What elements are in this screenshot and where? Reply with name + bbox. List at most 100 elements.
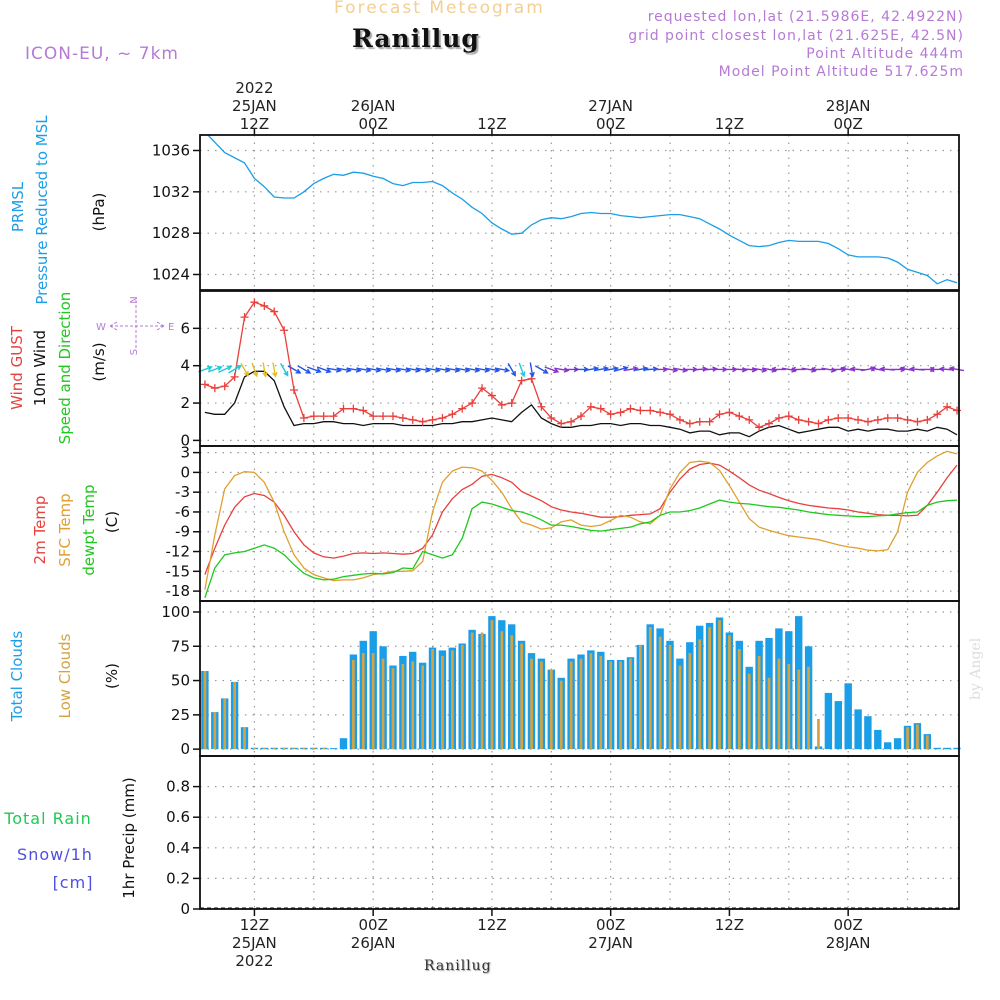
requested-coordinates: requested lon,lat (21.5986E, 42.4922N) (647, 9, 964, 25)
wind-gust-marker (210, 384, 219, 393)
low-cloud-bar (777, 658, 781, 750)
model-point-altitude: Model Point Altitude 517.625m (718, 64, 964, 80)
low-cloud-bar (767, 677, 771, 750)
top-time-label: 28JAN (826, 97, 871, 115)
low-cloud-bar (540, 661, 543, 750)
total-cloud-bar (874, 729, 882, 750)
wind-gust-marker (755, 423, 764, 432)
temp-sfc-label: SFC Temp (56, 493, 74, 566)
wind-gust-marker (626, 404, 635, 413)
temperature-ytick-label: -9 (175, 523, 190, 541)
low-cloud-bar (639, 644, 642, 750)
low-cloud-bar (460, 644, 464, 750)
total-clouds-label: Total Clouds (8, 631, 26, 723)
bottom-time-label: 2022 (235, 952, 273, 970)
bottom-time-label: 25JAN (232, 934, 277, 952)
precipitation-ytick-label: 0.6 (166, 808, 190, 826)
total-cloud-bar (943, 747, 951, 750)
top-time-label: 27JAN (588, 97, 633, 115)
pressure-panel-bg (200, 135, 959, 290)
wind-direction-arrow (262, 362, 268, 378)
temperature-ytick-label: 0 (180, 463, 190, 481)
compass-n: N (129, 296, 140, 303)
wind-gust-marker (616, 408, 625, 417)
temperature-ytick-label: -15 (166, 562, 191, 580)
precipitation-ytick-label: 0 (180, 900, 190, 918)
low-cloud-bar (579, 658, 583, 750)
low-cloud-bar (233, 681, 236, 750)
low-cloud-bar (599, 655, 603, 750)
pressure-label-msl: Pressure Reduced to MSL (33, 115, 51, 305)
total-cloud-bar (834, 701, 842, 750)
top-time-label: 00Z (358, 115, 387, 133)
bottom-time-label: 00Z (596, 916, 625, 934)
low-cloud-bar (658, 636, 662, 750)
low-cloud-bar (807, 666, 810, 750)
low-cloud-bar (550, 669, 553, 750)
wind-ytick-label: 6 (180, 319, 190, 337)
wind-gust-marker (270, 307, 279, 316)
wind-gust-marker (863, 417, 872, 426)
wind-gust-marker (636, 406, 645, 415)
low-cloud-bar (203, 671, 207, 750)
wind-10m-label: 10m Wind (31, 330, 49, 406)
wind-gust-marker (606, 410, 615, 419)
top-time-label: 2022 (235, 79, 273, 97)
low-cloud-bar (738, 649, 741, 750)
low-cloud-bar (272, 747, 276, 750)
pressure-unit-label: (hPa) (90, 193, 108, 232)
wind-direction-arrow (306, 366, 322, 374)
wind-gust-marker (913, 417, 922, 426)
wind-gust-marker (388, 412, 397, 421)
wind-direction-arrow (316, 366, 332, 374)
wind-gust-marker (468, 399, 477, 408)
low-cloud-bar (421, 665, 424, 750)
low-cloud-bar (569, 661, 573, 750)
low-cloud-bar (441, 655, 444, 750)
low-cloud-bar (688, 653, 692, 750)
wind-gust-marker (487, 391, 496, 400)
wind-ytick-label: 2 (180, 394, 190, 412)
wind-gust-marker (675, 415, 684, 424)
wind-ytick-label: 0 (180, 431, 190, 449)
wind-direction-arrow (251, 362, 259, 378)
wind-gust-marker (517, 376, 526, 385)
top-time-label: 25JAN (232, 97, 277, 115)
total-cloud-bar (329, 748, 338, 750)
wind-gust-marker (527, 374, 536, 383)
wind-gust-marker (230, 372, 239, 381)
wind-direction-arrow (240, 363, 249, 377)
low-cloud-bar (916, 724, 919, 750)
wind-gust-marker (695, 417, 704, 426)
pressure-ytick-label: 1036 (152, 142, 190, 160)
wind-gust-marker (418, 417, 427, 426)
wind-gust-marker (319, 412, 328, 421)
wind-gust-marker (873, 415, 882, 424)
temperature-ytick-label: -18 (166, 582, 191, 600)
low-cloud-bar (391, 668, 395, 750)
low-cloud-bar (817, 719, 820, 750)
wind-direction-arrow (810, 366, 826, 373)
pressure-panel-frame (199, 134, 960, 291)
snow-unit-label: [cm] (53, 873, 94, 892)
top-time-label: 12Z (715, 115, 744, 133)
low-cloud-bar (361, 653, 365, 750)
wind-direction-arrow (529, 362, 535, 378)
low-cloud-bar (559, 680, 563, 750)
wind-gust-marker (576, 412, 585, 421)
wind-gust-marker (903, 415, 912, 424)
low-cloud-bar (510, 635, 514, 750)
wind-gust-label: Wind GUST (8, 325, 26, 410)
low-cloud-bar (698, 639, 702, 750)
location-title: Ranillug (352, 24, 480, 53)
wind-gust-marker (883, 413, 892, 422)
temp-dewpt-label: dewpt Temp (80, 484, 98, 575)
low-cloud-bar (708, 627, 711, 750)
clouds-unit-label: (%) (103, 663, 121, 689)
wind-gust-marker (666, 410, 675, 419)
pressure-ytick-label: 1032 (152, 183, 190, 201)
wind-gust-marker (745, 415, 754, 424)
wind-gust-marker (854, 415, 863, 424)
low-cloud-bar (718, 620, 721, 750)
wind-direction-arrow (272, 362, 278, 378)
